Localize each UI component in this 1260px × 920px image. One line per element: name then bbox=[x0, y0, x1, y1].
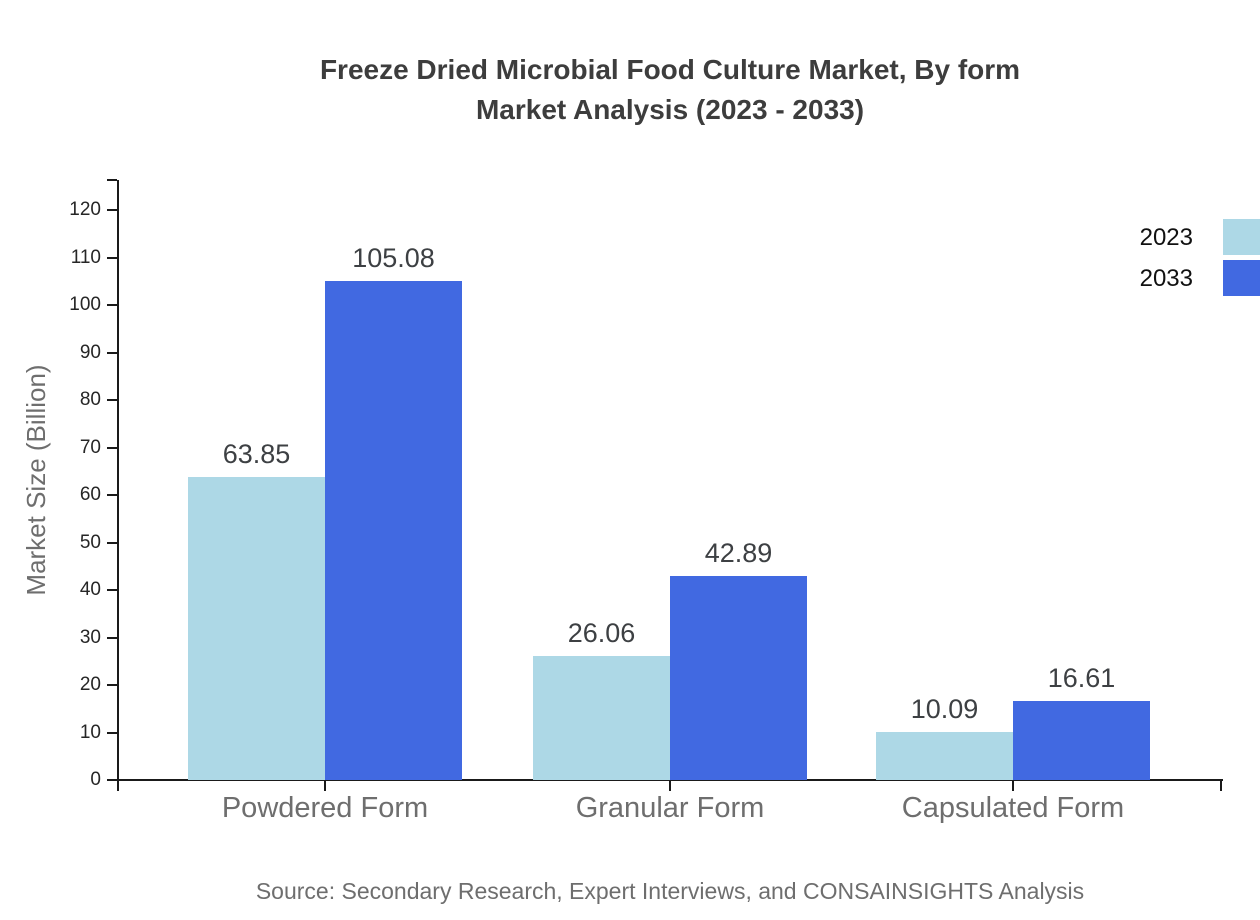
legend-label-2023: 2023 bbox=[1139, 224, 1193, 251]
y-tick-label-50: 50 bbox=[79, 531, 101, 553]
y-tick-mark-90 bbox=[107, 351, 117, 354]
x-tick-mark-powdered-form bbox=[324, 781, 326, 791]
value-label-2033-granular-form: 42.89 bbox=[704, 538, 773, 569]
x-axis-left-end-cap bbox=[117, 781, 119, 791]
y-tick-mark-10 bbox=[107, 731, 117, 734]
y-tick-label-0: 0 bbox=[90, 769, 101, 790]
y-tick-label-70: 70 bbox=[79, 436, 101, 458]
category-label-granular-form: Granular Form bbox=[575, 792, 765, 824]
legend-label-2033: 2033 bbox=[1139, 265, 1193, 292]
y-tick-mark-120 bbox=[107, 209, 117, 211]
y-tick-mark-30 bbox=[107, 636, 117, 639]
chart-title: Freeze Dried Microbial Food Culture Mark… bbox=[170, 50, 1170, 130]
y-tick-label-80: 80 bbox=[79, 389, 101, 410]
y-tick-mark-60 bbox=[107, 494, 117, 496]
category-label-capsulated-form: Capsulated Form bbox=[901, 792, 1125, 824]
y-tick-mark-20 bbox=[107, 684, 117, 686]
chart-title-line2: Market Analysis (2023 - 2033) bbox=[475, 94, 865, 125]
bar-2023-granular-form bbox=[533, 656, 670, 780]
value-label-2023-granular-form: 26.06 bbox=[567, 618, 636, 649]
y-tick-label-40: 40 bbox=[79, 579, 101, 600]
y-tick-mark-110 bbox=[107, 256, 117, 259]
y-tick-mark-70 bbox=[107, 446, 117, 449]
legend-swatch-2033 bbox=[1223, 260, 1260, 296]
y-tick-label-10: 10 bbox=[79, 721, 101, 743]
y-tick-label-60: 60 bbox=[79, 484, 101, 505]
y-tick-mark-50 bbox=[107, 541, 117, 544]
bar-2033-powdered-form bbox=[325, 280, 462, 780]
value-label-2033-powdered-form: 105.08 bbox=[352, 242, 435, 273]
y-axis-end-cap bbox=[107, 179, 117, 181]
y-tick-label-20: 20 bbox=[79, 674, 101, 695]
x-axis-right-end-cap bbox=[1220, 781, 1222, 791]
value-label-2023-powdered-form: 63.85 bbox=[222, 438, 291, 469]
bar-2023-capsulated-form bbox=[876, 732, 1013, 780]
x-axis-line bbox=[117, 779, 1223, 781]
source-note: Source: Secondary Research, Expert Inter… bbox=[255, 878, 1085, 904]
legend-swatch-2023 bbox=[1223, 219, 1260, 255]
y-tick-label-30: 30 bbox=[79, 626, 101, 648]
y-tick-mark-40 bbox=[107, 589, 117, 591]
value-label-2023-capsulated-form: 10.09 bbox=[910, 694, 979, 725]
y-tick-label-110: 110 bbox=[70, 246, 101, 268]
value-label-2033-capsulated-form: 16.61 bbox=[1047, 663, 1116, 694]
y-tick-mark-100 bbox=[107, 304, 117, 306]
y-tick-mark-0 bbox=[107, 779, 117, 781]
bar-2033-capsulated-form bbox=[1013, 701, 1150, 780]
y-axis-line bbox=[117, 180, 119, 782]
y-tick-label-100: 100 bbox=[69, 294, 101, 315]
x-tick-mark-granular-form bbox=[669, 781, 671, 791]
bar-2023-powdered-form bbox=[188, 476, 325, 780]
y-tick-label-120: 120 bbox=[69, 199, 101, 220]
bar-2033-granular-form bbox=[670, 576, 807, 780]
y-tick-label-90: 90 bbox=[79, 341, 101, 363]
chart-title-line1: Freeze Dried Microbial Food Culture Mark… bbox=[319, 54, 1021, 85]
category-label-powdered-form: Powdered Form bbox=[221, 792, 429, 824]
x-tick-mark-capsulated-form bbox=[1012, 781, 1014, 791]
y-tick-mark-80 bbox=[107, 399, 117, 401]
